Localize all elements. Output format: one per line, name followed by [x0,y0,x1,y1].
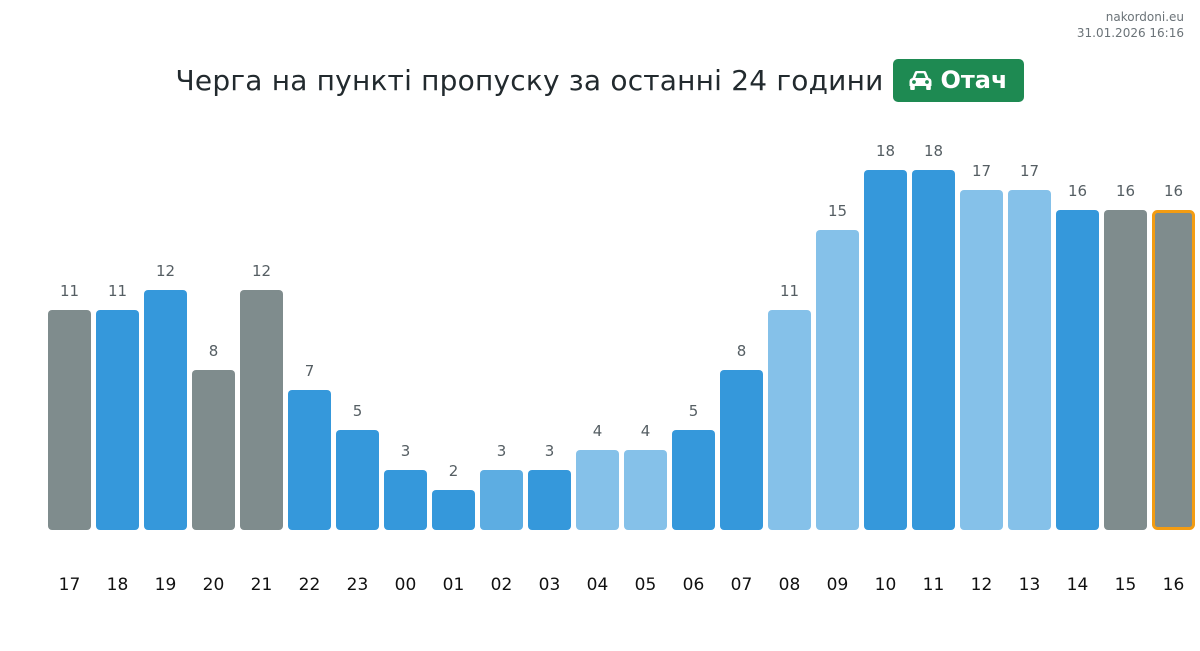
value-label-13: 17 [1020,162,1039,180]
x-tick-04: 04 [587,575,609,595]
bar-20 [192,370,235,530]
bar-19 [144,290,187,530]
x-tick-20: 20 [203,575,225,595]
x-tick-08: 08 [779,575,801,595]
x-tick-00: 00 [395,575,417,595]
bar-08 [768,310,811,530]
value-label-12: 17 [972,162,991,180]
value-label-21: 12 [252,262,271,280]
source-site: nakordoni.eu [1105,10,1184,24]
source-info: nakordoni.eu 31.01.2026 16:16 [1077,9,1184,41]
bar-10 [864,170,907,530]
x-tick-01: 01 [443,575,465,595]
car-icon [909,71,932,90]
x-tick-10: 10 [875,575,897,595]
bar-05 [624,450,667,530]
value-label-02: 3 [497,442,507,460]
value-label-06: 5 [689,402,699,420]
badge-label: Отач [940,66,1008,94]
bar-04 [576,450,619,530]
bar-13 [1008,190,1051,530]
bar-03 [528,470,571,530]
x-tick-05: 05 [635,575,657,595]
value-label-10: 18 [876,142,895,160]
bar-12 [960,190,1003,530]
bar-15 [1104,210,1147,530]
title-row: Черга на пункті пропуску за останні 24 г… [0,58,1200,102]
x-tick-22: 22 [299,575,321,595]
value-label-15: 16 [1116,182,1135,200]
x-tick-07: 07 [731,575,753,595]
value-label-17: 11 [60,282,79,300]
timestamp: 31.01.2026 16:16 [1076,26,1184,40]
value-label-22: 7 [305,362,315,380]
x-tick-03: 03 [539,575,561,595]
x-tick-19: 19 [155,575,177,595]
x-tick-06: 06 [683,575,705,595]
x-tick-16: 16 [1163,575,1185,595]
bar-01 [432,490,475,530]
value-label-09: 15 [828,202,847,220]
x-tick-15: 15 [1115,575,1137,595]
x-tick-12: 12 [971,575,993,595]
x-tick-11: 11 [923,575,945,595]
x-tick-14: 14 [1067,575,1089,595]
value-label-05: 4 [641,422,651,440]
bar-21 [240,290,283,530]
bar-00 [384,470,427,530]
x-tick-02: 02 [491,575,513,595]
x-tick-09: 09 [827,575,849,595]
value-label-18: 11 [108,282,127,300]
value-label-00: 3 [401,442,411,460]
checkpoint-badge: Отач [893,58,1025,102]
bar-02 [480,470,523,530]
chart-title: Черга на пункті пропуску за останні 24 г… [175,63,884,97]
value-label-01: 2 [449,462,459,480]
bar-14 [1056,210,1099,530]
value-label-23: 5 [353,402,363,420]
bar-07 [720,370,763,530]
bar-18 [96,310,139,530]
value-label-03: 3 [545,442,555,460]
x-tick-21: 21 [251,575,273,595]
bar-09 [816,230,859,530]
bar-17 [48,310,91,530]
value-label-08: 11 [780,282,799,300]
bar-16 [1152,210,1195,530]
value-label-16: 16 [1164,182,1183,200]
value-label-19: 12 [156,262,175,280]
x-tick-23: 23 [347,575,369,595]
x-tick-18: 18 [107,575,129,595]
value-label-04: 4 [593,422,603,440]
bar-06 [672,430,715,530]
bar-22 [288,390,331,530]
bar-23 [336,430,379,530]
value-label-07: 8 [737,342,747,360]
value-label-11: 18 [924,142,943,160]
x-tick-17: 17 [59,575,81,595]
bar-11 [912,170,955,530]
value-label-14: 16 [1068,182,1087,200]
value-label-20: 8 [209,342,219,360]
x-tick-13: 13 [1019,575,1041,595]
